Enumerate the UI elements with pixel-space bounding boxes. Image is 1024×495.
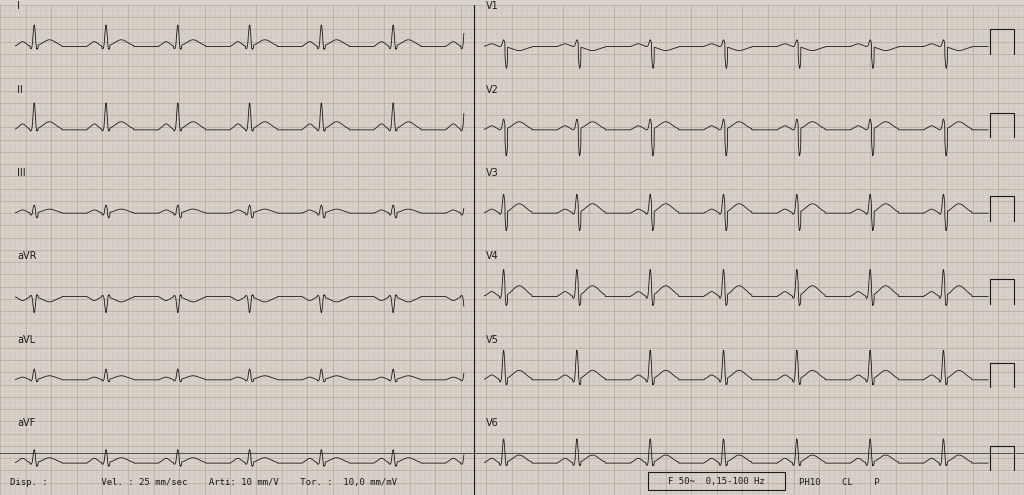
Text: III: III xyxy=(17,168,26,178)
Text: aVL: aVL xyxy=(17,335,36,345)
Text: V2: V2 xyxy=(486,85,500,95)
Text: I: I xyxy=(17,1,20,11)
Text: II: II xyxy=(17,85,24,95)
Text: V5: V5 xyxy=(486,335,500,345)
Text: V4: V4 xyxy=(486,251,499,261)
Text: V1: V1 xyxy=(486,1,499,11)
Text: aVF: aVF xyxy=(17,418,36,428)
Text: aVR: aVR xyxy=(17,251,37,261)
Text: F 50~  0,15-100 Hz: F 50~ 0,15-100 Hz xyxy=(669,477,765,486)
Text: V3: V3 xyxy=(486,168,499,178)
Text: V6: V6 xyxy=(486,418,499,428)
Text: PH10    CL    P: PH10 CL P xyxy=(799,478,880,487)
Text: Disp. :          Vel. : 25 mm/sec    Arti: 10 mm/V    Tor. :  10,0 mm/mV: Disp. : Vel. : 25 mm/sec Arti: 10 mm/V T… xyxy=(10,478,397,487)
